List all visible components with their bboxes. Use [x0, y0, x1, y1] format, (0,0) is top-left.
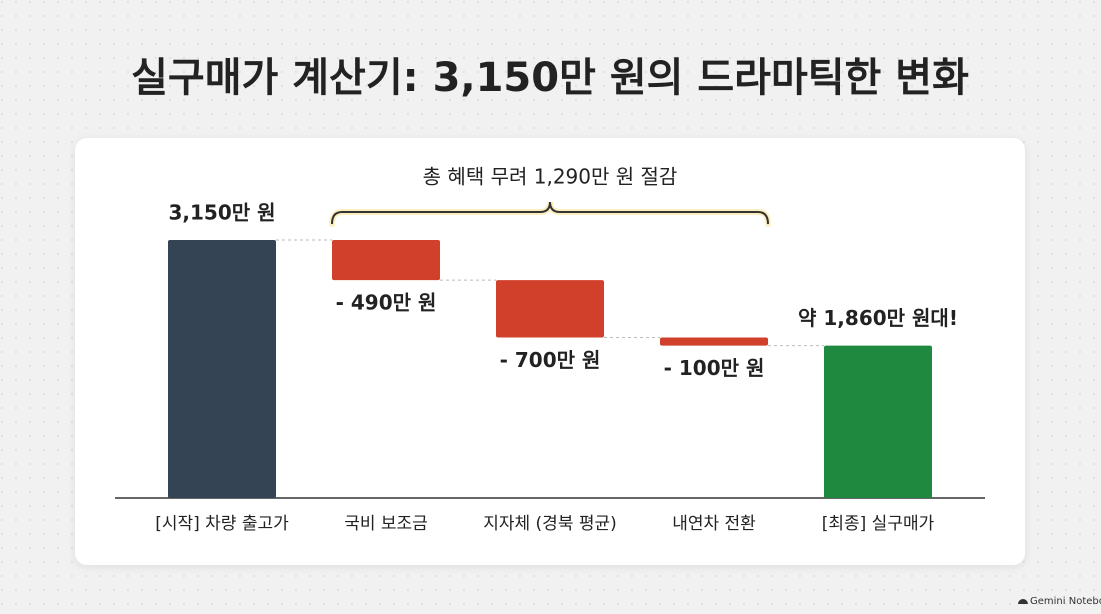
bar: [168, 240, 276, 498]
value-label: 3,150만 원: [168, 201, 275, 225]
x-tick-label: 지자체 (경북 평균): [483, 514, 617, 534]
brace: [331, 201, 769, 225]
card: [75, 138, 1025, 565]
x-tick-label: [최종] 실구매가: [822, 514, 935, 534]
x-tick-label: 내연차 전환: [672, 514, 756, 534]
footer-text: Gemini Notebook: [1030, 596, 1101, 607]
value-label: - 700만 원: [500, 348, 601, 372]
bar: [824, 345, 932, 498]
annotation: 총 혜택 무려 1,290만 원 절감: [423, 165, 678, 189]
value-label: 약 1,860만 원대!: [798, 306, 958, 330]
chart-title: 실구매가 계산기: 3,150만 원의 드라마틱한 변화: [131, 55, 969, 101]
footer-icon: [1018, 599, 1028, 604]
value-label: - 490만 원: [336, 291, 437, 315]
value-label: - 100만 원: [664, 356, 765, 380]
bar: [660, 337, 768, 346]
x-tick-label: 국비 보조금: [344, 514, 428, 534]
footer: Gemini Notebook: [1018, 596, 1101, 607]
bar: [496, 280, 604, 338]
x-tick-label: [시작] 차량 출고가: [155, 514, 289, 534]
bar: [332, 240, 440, 281]
